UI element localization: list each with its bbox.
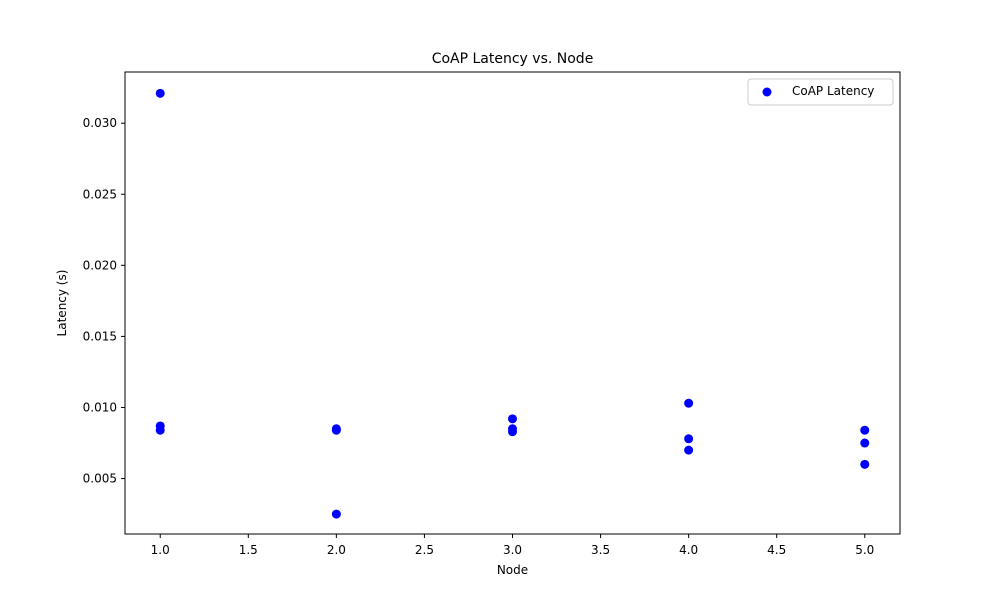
data-point <box>860 425 870 435</box>
y-tick-label: 0.020 <box>83 258 117 272</box>
data-point <box>684 434 694 444</box>
legend-marker <box>762 87 772 97</box>
y-tick-label: 0.010 <box>83 400 117 414</box>
y-axis-label: Latency (s) <box>55 270 69 337</box>
data-point <box>331 509 341 519</box>
data-point <box>860 438 870 448</box>
y-tick-label: 0.005 <box>83 472 117 486</box>
x-tick-label: 3.0 <box>503 543 522 557</box>
legend-box <box>747 78 894 106</box>
data-point <box>508 427 517 437</box>
x-tick-label: 2.5 <box>415 543 434 557</box>
data-point <box>684 398 694 408</box>
y-tick-label: 0.030 <box>83 116 117 130</box>
x-axis-label: Node <box>497 563 528 577</box>
y-tick-label: 0.015 <box>83 329 117 343</box>
x-tick-label: 1.5 <box>239 543 258 557</box>
x-tick-label: 1.0 <box>151 543 170 557</box>
data-point <box>331 425 341 435</box>
x-tick-label: 4.0 <box>679 543 698 557</box>
x-tick-label: 4.5 <box>767 543 786 557</box>
x-tick-label: 3.5 <box>591 543 610 557</box>
y-tick-label: 0.025 <box>83 187 117 201</box>
legend-label: CoAP Latency <box>792 84 874 98</box>
x-axis-ticks: 1.0 1.5 2.0 2.5 3.0 3.5 4.0 4.5 5.0 <box>151 534 874 557</box>
data-point <box>860 459 870 469</box>
y-axis-ticks: 0.005 0.010 0.015 0.020 0.025 0.030 <box>83 116 125 486</box>
plot-area-frame <box>124 71 901 535</box>
data-point <box>155 88 165 98</box>
data-points <box>155 88 870 519</box>
data-point <box>155 425 165 435</box>
legend: CoAP Latency <box>747 78 894 106</box>
data-point <box>508 414 517 424</box>
x-tick-label: 5.0 <box>855 543 874 557</box>
data-point <box>684 445 694 455</box>
x-tick-label: 2.0 <box>327 543 346 557</box>
chart-title: CoAP Latency vs. Node <box>432 51 594 67</box>
